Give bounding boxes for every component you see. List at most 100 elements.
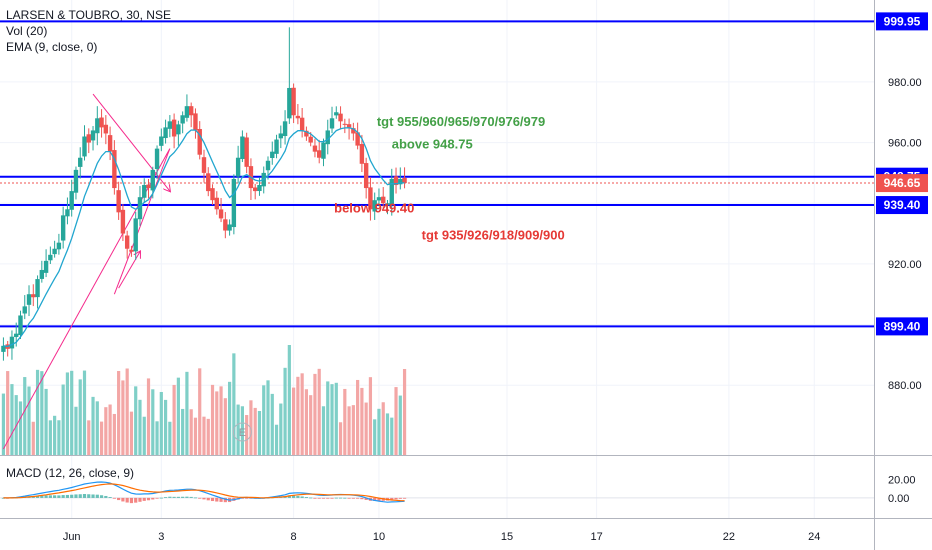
candle[interactable] — [103, 124, 109, 134]
candle[interactable] — [197, 128, 202, 155]
candle[interactable] — [231, 178, 237, 228]
candle[interactable] — [342, 123, 348, 125]
candle[interactable] — [129, 249, 134, 252]
candle[interactable] — [206, 173, 211, 192]
candle[interactable] — [120, 209, 126, 234]
candle[interactable] — [69, 191, 74, 210]
candle[interactable] — [35, 279, 40, 298]
candle[interactable] — [1, 345, 6, 352]
candle[interactable] — [265, 160, 271, 171]
candle[interactable] — [325, 130, 330, 145]
candle[interactable] — [351, 128, 356, 134]
candle[interactable] — [381, 196, 386, 204]
candle[interactable] — [385, 203, 390, 206]
candle[interactable] — [78, 157, 83, 167]
candle[interactable] — [359, 143, 365, 164]
candle[interactable] — [142, 185, 147, 198]
candle[interactable] — [48, 254, 53, 261]
candle[interactable] — [43, 260, 49, 273]
candle[interactable] — [31, 294, 36, 298]
candle[interactable] — [26, 294, 32, 305]
candle[interactable] — [282, 121, 288, 137]
candle[interactable] — [193, 113, 198, 131]
candle[interactable] — [9, 336, 15, 349]
candle[interactable] — [95, 118, 100, 134]
candle[interactable] — [150, 169, 155, 191]
candle[interactable] — [346, 124, 352, 128]
candle[interactable] — [376, 197, 382, 201]
candle[interactable] — [257, 185, 262, 192]
candle[interactable] — [368, 187, 373, 210]
candle[interactable] — [176, 124, 181, 135]
candle[interactable] — [321, 142, 326, 159]
candle[interactable] — [146, 184, 151, 189]
candle[interactable] — [73, 169, 79, 193]
candle[interactable] — [18, 315, 23, 336]
candle[interactable] — [116, 190, 121, 213]
candle[interactable] — [338, 113, 343, 122]
candle[interactable] — [270, 151, 275, 159]
candle[interactable] — [154, 148, 160, 170]
candle[interactable] — [159, 136, 164, 146]
candle[interactable] — [223, 219, 228, 231]
candle[interactable] — [14, 333, 19, 337]
candle[interactable] — [107, 135, 113, 152]
candle[interactable] — [235, 157, 241, 177]
candle[interactable] — [398, 178, 403, 185]
event-marker-icon[interactable] — [232, 422, 252, 442]
candle[interactable] — [334, 112, 339, 116]
candle[interactable] — [329, 118, 335, 129]
candle[interactable] — [244, 137, 249, 167]
candle[interactable] — [184, 106, 190, 118]
candle[interactable] — [295, 115, 301, 119]
candle[interactable] — [402, 177, 407, 184]
macd-legend[interactable]: MACD (12, 26, close, 9) — [6, 466, 135, 480]
candle[interactable] — [291, 87, 296, 116]
candle[interactable] — [312, 145, 318, 152]
candle[interactable] — [363, 163, 369, 189]
candle[interactable] — [52, 248, 57, 255]
candle[interactable] — [137, 197, 143, 220]
candle[interactable] — [214, 197, 219, 210]
candle[interactable] — [60, 215, 66, 241]
candle[interactable] — [56, 242, 62, 250]
candle[interactable] — [82, 136, 87, 157]
candle[interactable] — [86, 134, 91, 143]
candle[interactable] — [274, 139, 279, 154]
candle[interactable] — [393, 176, 399, 186]
symbol-label[interactable]: LARSEN & TOUBRO, 30, NSE — [6, 8, 171, 22]
candle[interactable] — [278, 133, 284, 139]
candle[interactable] — [287, 87, 292, 119]
candle[interactable] — [355, 132, 360, 146]
candle[interactable] — [124, 235, 130, 249]
candle[interactable] — [317, 150, 322, 158]
candle[interactable] — [99, 117, 104, 128]
candle[interactable] — [39, 269, 45, 279]
candle[interactable] — [372, 200, 377, 212]
candle[interactable] — [240, 136, 245, 159]
candle[interactable] — [299, 117, 305, 131]
trendline[interactable] — [113, 148, 171, 295]
candle[interactable] — [65, 209, 70, 217]
candle[interactable] — [227, 224, 232, 231]
candle[interactable] — [188, 106, 194, 116]
candle[interactable] — [90, 130, 96, 141]
candle[interactable] — [163, 127, 168, 139]
volume-legend[interactable]: Vol (20) — [6, 24, 48, 38]
candle[interactable] — [304, 130, 309, 137]
candle[interactable] — [210, 188, 215, 201]
ema-legend[interactable]: EMA (9, close, 0) — [6, 40, 98, 54]
candle[interactable] — [171, 119, 177, 137]
candle[interactable] — [253, 187, 258, 192]
candle[interactable] — [201, 157, 207, 173]
candle[interactable] — [22, 306, 27, 314]
candle[interactable] — [389, 178, 394, 205]
candle[interactable] — [167, 121, 173, 129]
candle[interactable] — [308, 136, 313, 143]
candle[interactable] — [112, 150, 117, 189]
candle[interactable] — [133, 218, 138, 252]
candle[interactable] — [218, 209, 224, 219]
trendline[interactable] — [118, 252, 140, 289]
